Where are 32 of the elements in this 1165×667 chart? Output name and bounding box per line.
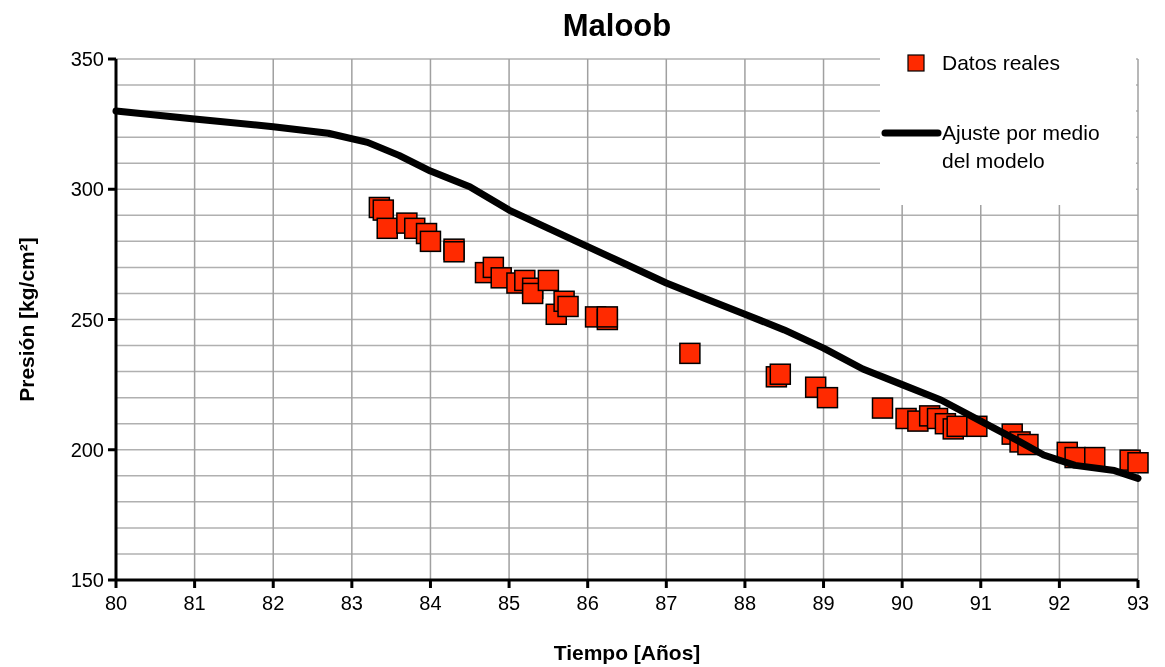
point [816, 386, 839, 409]
y-axis-title: Presión [kg/cm²] [15, 237, 38, 402]
x-tick-label: 92 [1048, 592, 1071, 614]
x-tick-label: 87 [655, 592, 678, 614]
x-tick-label: 90 [891, 592, 914, 614]
x-tick-label: 86 [576, 592, 599, 614]
x-tick-label: 85 [497, 592, 521, 614]
x-tick-label: 82 [262, 592, 285, 614]
x-tick-label: 84 [419, 592, 442, 614]
x-axis-title: Tiempo [Años] [553, 641, 701, 664]
legend-label: Ajuste por medio del modelo [942, 121, 1100, 172]
y-tick-label: 250 [70, 308, 104, 331]
y-tick-label: 150 [70, 569, 104, 591]
point [419, 230, 442, 253]
point [1127, 452, 1149, 474]
point [537, 269, 560, 292]
point [679, 342, 701, 365]
point [376, 217, 398, 240]
x-tick-label: 93 [1126, 592, 1150, 614]
x-tick-label: 83 [340, 592, 363, 614]
x-tick-label: 80 [104, 592, 128, 614]
x-tick-label: 91 [969, 592, 992, 614]
y-tick-label: 200 [70, 438, 104, 461]
y-tick-label: 300 [70, 178, 104, 201]
x-tick-label: 81 [183, 592, 206, 614]
point [557, 295, 579, 318]
x-tick-label: 88 [733, 592, 757, 614]
chart-title: Maloob [562, 8, 672, 43]
legend-label: Datos reales [942, 51, 1060, 74]
point [871, 397, 894, 419]
x-tick-label: 89 [812, 592, 835, 614]
y-tick-label: 350 [70, 48, 104, 70]
